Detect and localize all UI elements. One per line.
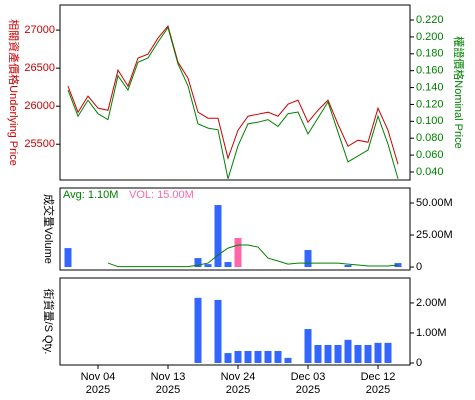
y-tick-label: 50.00M <box>416 197 453 209</box>
bar <box>344 339 352 363</box>
bar <box>64 248 72 268</box>
y2-tick-label: 0.100 <box>416 115 444 127</box>
bar <box>364 344 372 363</box>
y2-tick-label: 0.140 <box>416 81 444 93</box>
y-axis-title: 成交量Volume <box>42 194 56 264</box>
y-tick-label: 25500 <box>24 138 55 150</box>
y-tick-label: 26000 <box>24 100 55 112</box>
y-tick-label: 0 <box>416 261 422 273</box>
x-tick-label: Nov 24 2025 <box>220 371 256 396</box>
x-tick-label: Dec 12 2025 <box>360 371 396 396</box>
y-tick-label: 2.00M <box>416 297 447 309</box>
line-series <box>107 244 399 268</box>
bar <box>214 205 222 268</box>
bar <box>194 258 202 268</box>
y2-axis-title: 權證價格Nominal Price <box>452 36 466 148</box>
bar <box>254 350 262 363</box>
annotation: VOL: 15.00M <box>129 189 194 201</box>
line-series <box>67 25 399 165</box>
bar <box>374 342 382 363</box>
x-tick-label: Nov 13 2025 <box>150 371 186 396</box>
y2-tick-label: 0.120 <box>416 98 444 110</box>
y2-tick-label: 0.200 <box>416 31 444 43</box>
y-tick-label: 0 <box>416 357 422 369</box>
y2-tick-label: 0.180 <box>416 48 444 60</box>
y-tick-label: 1.00M <box>416 327 447 339</box>
y2-tick-label: 0.040 <box>416 166 444 178</box>
y2-tick-label: 0.080 <box>416 132 444 144</box>
bar <box>264 350 272 363</box>
bar <box>384 342 392 363</box>
plot-frame <box>59 187 411 271</box>
bar <box>314 344 322 363</box>
bar <box>284 357 292 363</box>
bar <box>234 237 242 268</box>
bar <box>324 344 332 363</box>
x-tick-label: Dec 03 2025 <box>290 371 326 396</box>
x-tick-label: Nov 04 2025 <box>80 371 116 396</box>
bar <box>194 297 202 363</box>
bar <box>304 250 312 268</box>
bar <box>204 264 212 268</box>
y-tick-label: 27000 <box>24 24 55 36</box>
bar <box>354 344 362 363</box>
y-tick-label: 25.00M <box>416 229 453 241</box>
bar <box>224 353 232 363</box>
y2-tick-label: 0.220 <box>416 14 444 26</box>
y2-tick-label: 0.060 <box>416 149 444 161</box>
plot-frame <box>59 277 411 366</box>
y-axis-title: 相關資產價格Underlying Price <box>7 19 21 166</box>
plot-frame <box>59 4 411 181</box>
bar <box>234 350 242 363</box>
y-tick-label: 26500 <box>24 62 55 74</box>
bar <box>344 265 352 268</box>
annotation: Avg: 1.10M <box>63 189 118 201</box>
line-series <box>67 26 399 179</box>
y2-tick-label: 0.160 <box>416 65 444 77</box>
y-axis-title: 街貨量/S Qty. <box>42 289 56 355</box>
bar <box>244 350 252 363</box>
bar <box>334 344 342 363</box>
bar <box>224 262 232 268</box>
bar <box>304 329 312 363</box>
bar <box>214 299 222 363</box>
bar <box>274 350 282 363</box>
